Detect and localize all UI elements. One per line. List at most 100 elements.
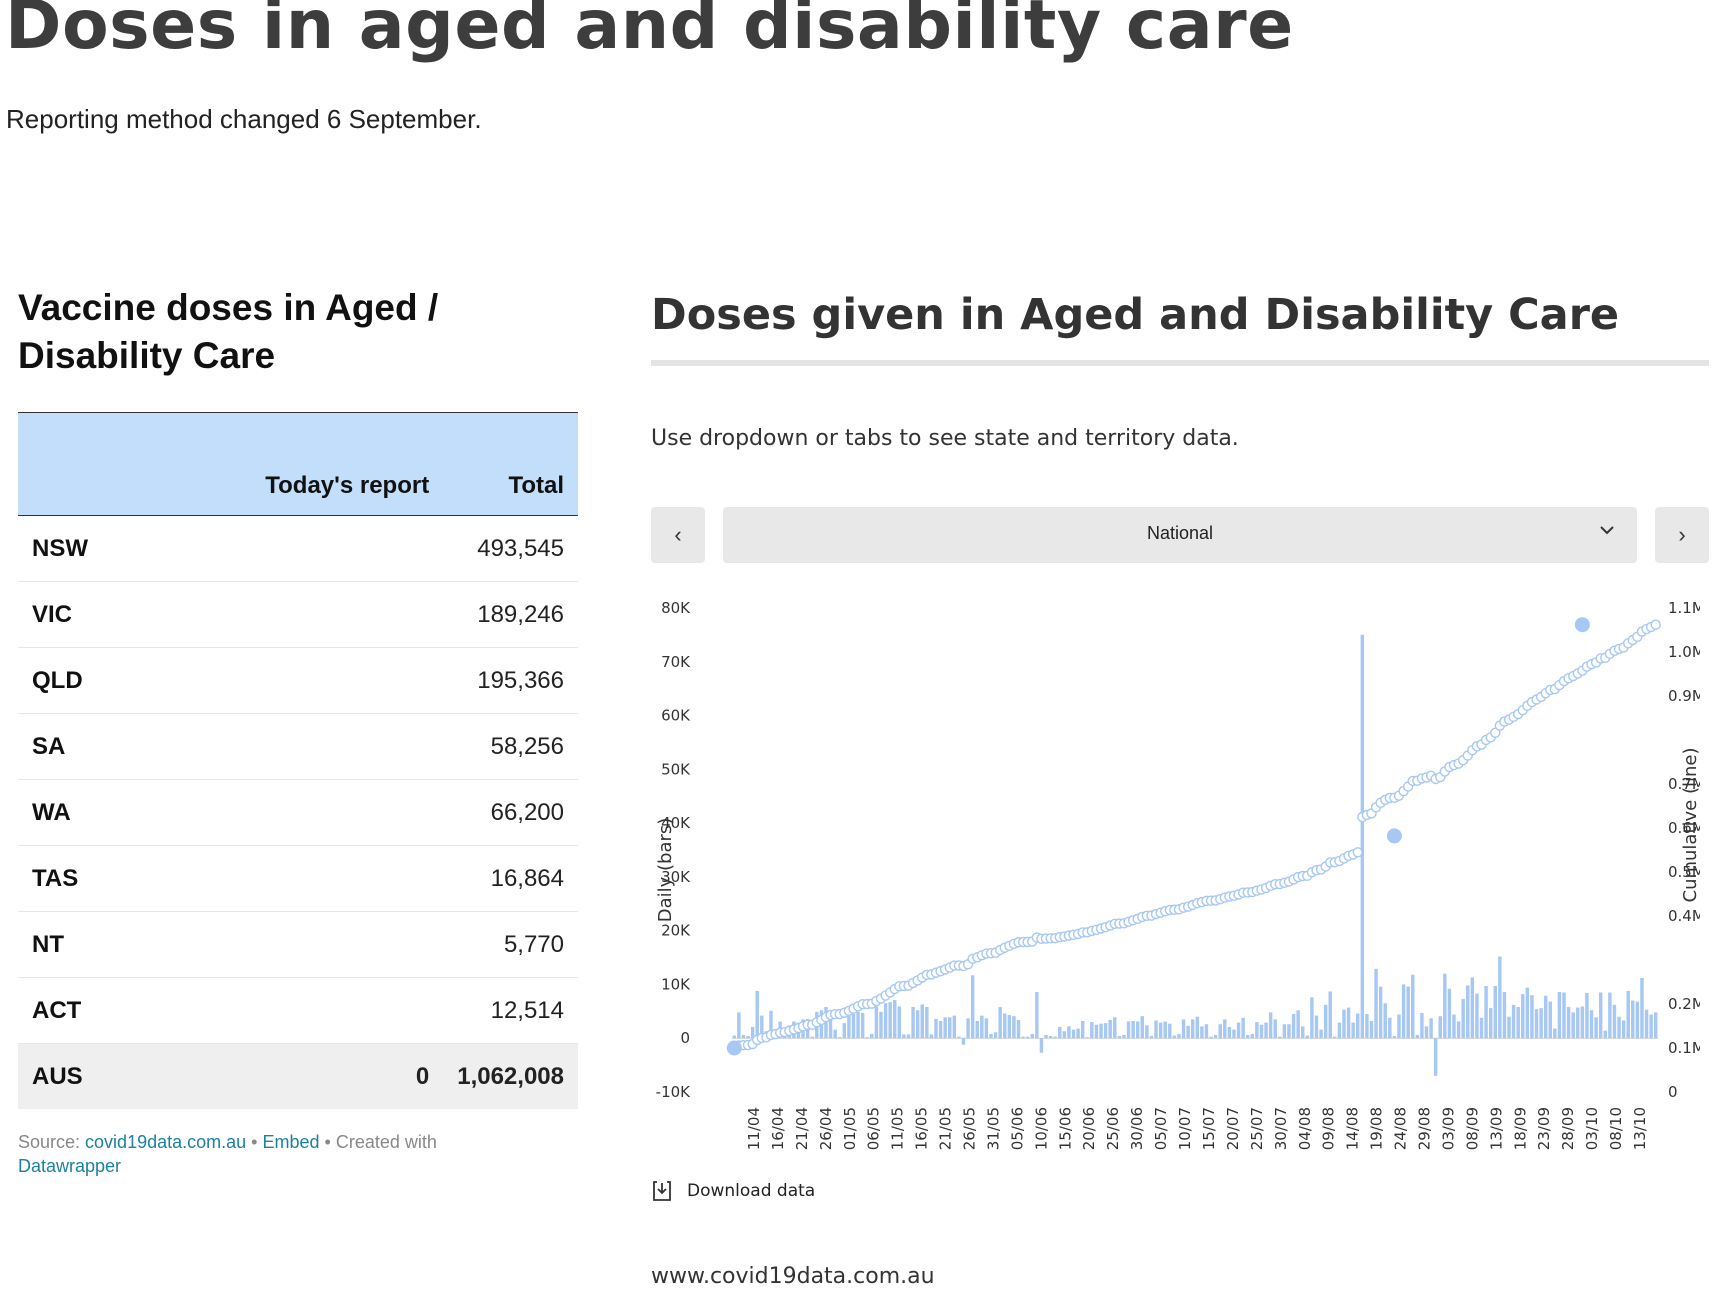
row-today (245, 713, 444, 780)
daily-bar (856, 1011, 860, 1039)
source-separator: • (246, 1132, 263, 1152)
row-today (245, 647, 444, 714)
daily-bar (980, 1015, 984, 1039)
daily-bar (760, 1015, 764, 1039)
daily-bar (984, 1018, 989, 1039)
table-row: VIC 189,246 (18, 581, 578, 648)
row-today (245, 911, 444, 978)
daily-bar (888, 1002, 892, 1039)
x-tick-label: 13/10 (1631, 1107, 1649, 1150)
daily-bar (879, 1011, 883, 1039)
y-left-tick-label: 10K (661, 975, 691, 993)
daily-bar (1044, 1034, 1048, 1039)
daily-bar (975, 1021, 979, 1039)
daily-bar (1282, 1024, 1287, 1039)
daily-bar (1186, 1025, 1190, 1039)
daily-bar (1644, 1009, 1649, 1039)
daily-bar (1071, 1029, 1076, 1039)
daily-bar (1200, 1026, 1204, 1039)
x-tick-label: 09/08 (1320, 1107, 1338, 1150)
daily-bar (1374, 968, 1378, 1039)
daily-bar (1415, 1034, 1420, 1039)
daily-bar (1062, 1031, 1067, 1039)
x-tick-label: 24/08 (1392, 1107, 1410, 1150)
y-right-tick-label: 0.9M (1668, 687, 1700, 705)
daily-bar (1241, 1017, 1245, 1039)
x-tick-label: 29/08 (1415, 1107, 1433, 1150)
daily-bar (1067, 1026, 1071, 1039)
daily-bar (957, 1036, 961, 1039)
daily-bar (970, 975, 975, 1039)
daily-bar (851, 1014, 856, 1039)
row-today (245, 845, 444, 912)
x-tick-label: 05/06 (1008, 1107, 1026, 1150)
daily-bar (1323, 1004, 1328, 1039)
daily-bar (911, 1007, 915, 1039)
daily-bar (1103, 1023, 1108, 1039)
daily-bar (865, 1037, 869, 1039)
daily-bar (1475, 993, 1479, 1039)
y-left-tick-label: 50K (661, 760, 691, 778)
daily-bar (1378, 986, 1383, 1039)
daily-bar (1291, 1014, 1296, 1039)
header-state[interactable] (18, 412, 246, 516)
daily-bar (1498, 956, 1502, 1039)
next-region-button[interactable]: › (1655, 507, 1709, 563)
daily-bar (1461, 998, 1465, 1039)
y-right-axis-title: Cumulative (line) (1680, 748, 1700, 903)
chart-instructions: Use dropdown or tabs to see state and te… (651, 426, 1239, 451)
download-data-button[interactable]: Download data (651, 1180, 815, 1202)
x-tick-label: 16/05 (913, 1107, 931, 1150)
y-right-tick-label: 0.5M (1668, 863, 1700, 881)
header-total[interactable]: Total (443, 412, 578, 516)
y-right-tick-label: 0.4M (1668, 907, 1700, 925)
y-left-tick-label: 60K (661, 707, 691, 725)
source-link[interactable]: covid19data.com.au (85, 1132, 247, 1152)
daily-bar (769, 1010, 773, 1039)
embed-link[interactable]: Embed (262, 1132, 320, 1152)
daily-bar (1388, 1017, 1392, 1039)
daily-bar (833, 1029, 837, 1039)
daily-bar (1484, 986, 1488, 1039)
daily-bar (1122, 1034, 1126, 1039)
daily-bar (1649, 1014, 1653, 1039)
region-dropdown[interactable]: National (723, 507, 1637, 563)
daily-bar (741, 1034, 746, 1039)
daily-bar (1058, 1026, 1062, 1039)
daily-bar (1154, 1020, 1158, 1039)
header-todays-report[interactable]: Today's report (245, 412, 444, 516)
region-dropdown-value: National (1146, 523, 1214, 543)
daily-bar (1603, 1030, 1608, 1039)
previous-region-button[interactable]: ‹ (651, 507, 705, 563)
row-total: 58,256 (443, 713, 578, 780)
datawrapper-link[interactable]: Datawrapper (18, 1156, 122, 1176)
row-today (245, 977, 444, 1044)
daily-bar (1365, 1014, 1369, 1039)
daily-bar (1236, 1022, 1241, 1039)
cumulative-line-point (1352, 847, 1363, 858)
y-left-tick-label: 20K (661, 922, 691, 940)
daily-bar (1447, 988, 1452, 1039)
x-tick-label: 10/07 (1176, 1107, 1194, 1150)
cumulative-highlight-point (1574, 617, 1590, 633)
row-today (245, 515, 444, 582)
y-right-tick-label: 0.1M (1668, 1039, 1700, 1057)
x-tick-label: 03/10 (1583, 1107, 1601, 1150)
daily-bar (1635, 1001, 1640, 1039)
daily-bar (1653, 1012, 1658, 1039)
daily-bar (1576, 1007, 1580, 1039)
x-tick-label: 14/08 (1344, 1107, 1362, 1150)
daily-bar (1612, 1004, 1617, 1039)
daily-bar (838, 1037, 842, 1039)
daily-bar (1406, 986, 1410, 1039)
daily-bar (1080, 1021, 1085, 1039)
row-state: WA (18, 779, 246, 846)
daily-bar (883, 1003, 888, 1039)
daily-bar (1030, 1033, 1034, 1039)
x-tick-label: 16/04 (769, 1107, 787, 1150)
daily-bar (966, 1018, 970, 1039)
daily-bar (1195, 1016, 1200, 1039)
row-today (245, 779, 444, 846)
x-tick-label: 04/08 (1296, 1107, 1314, 1150)
daily-bar (1158, 1022, 1163, 1039)
